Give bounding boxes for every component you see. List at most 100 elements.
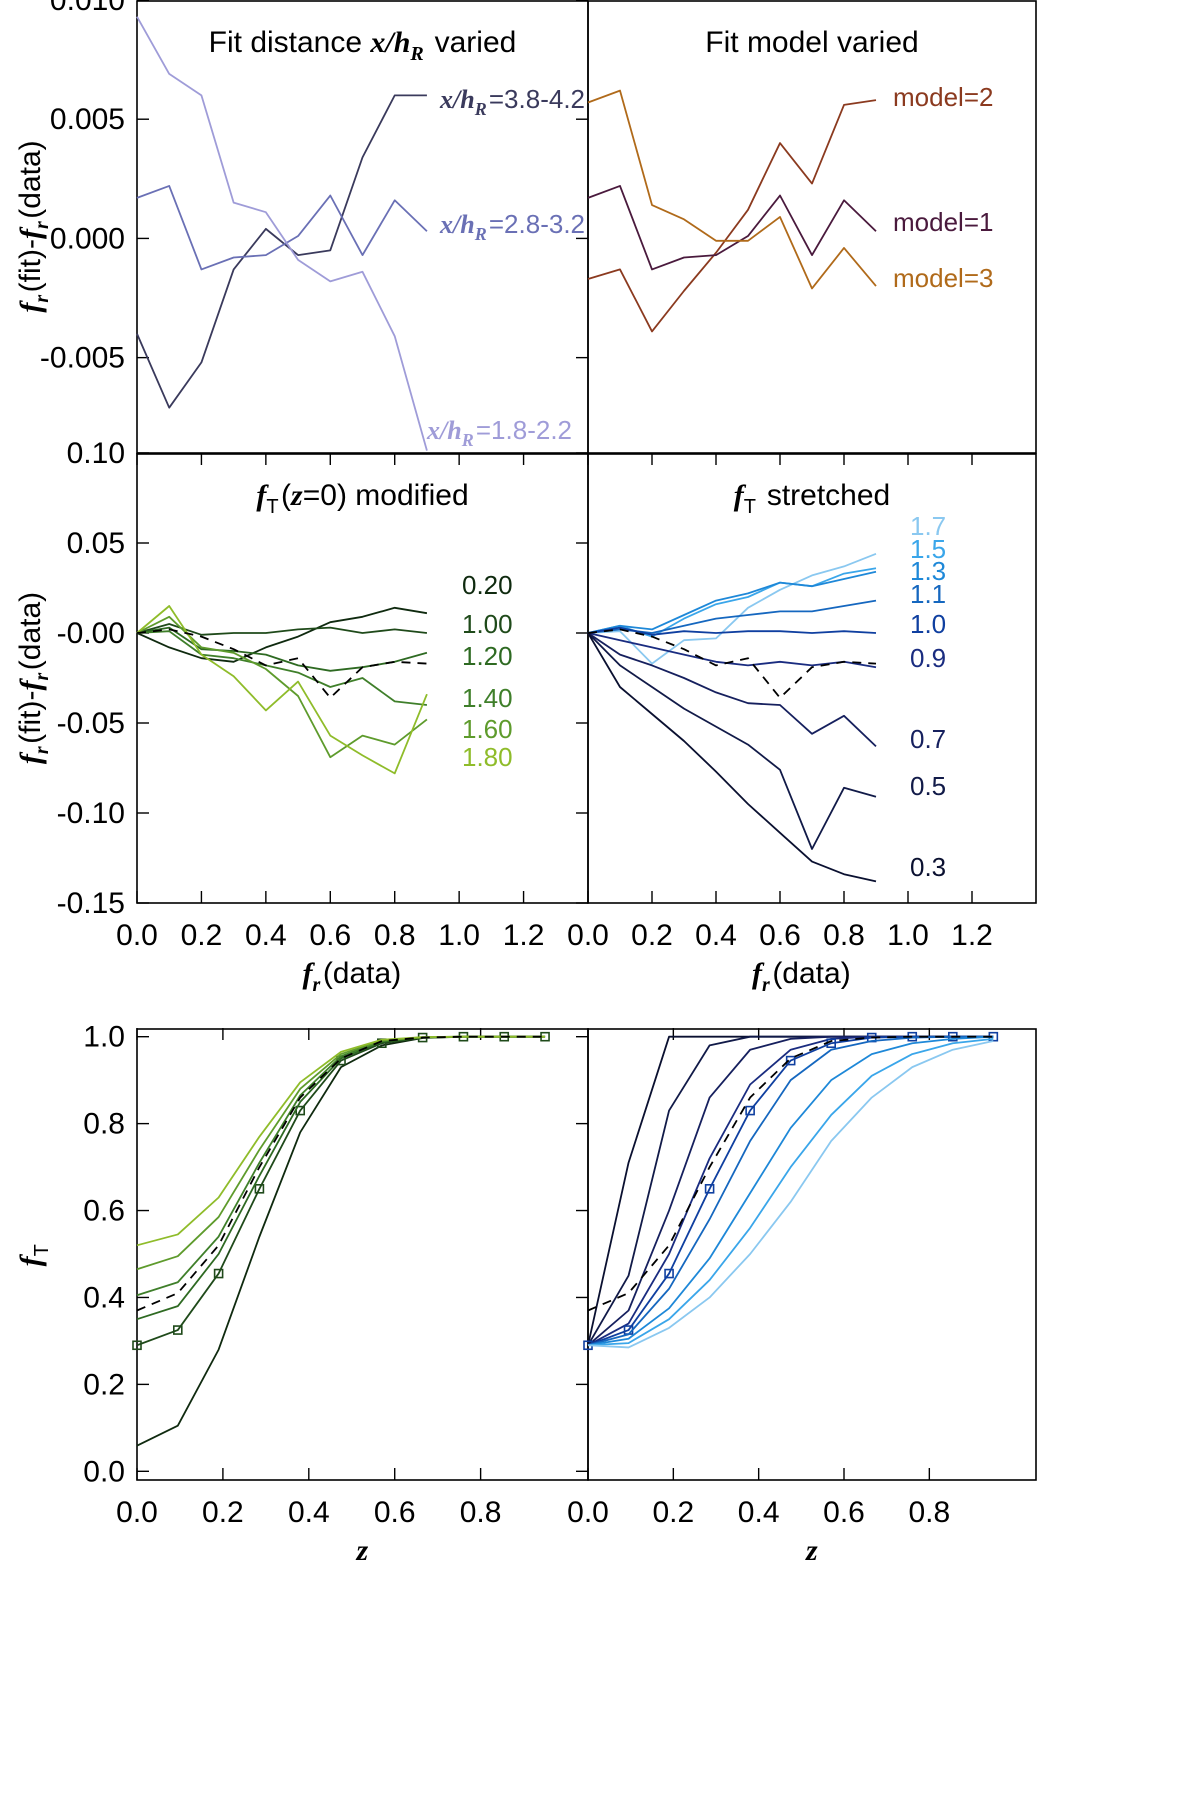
series-line-reference [136,1035,546,1312]
series-label: 0.3 [910,852,946,882]
series-label: 1.60 [462,714,513,744]
y-tick-label: -0.10 [57,797,125,830]
series-line-1.1 [587,599,877,634]
series-line-1.5 [587,1037,994,1347]
panel-title: fT stretched [734,479,890,518]
plot-frame [587,453,1037,904]
y-tick-label: 0.010 [50,0,125,17]
series-label: x/hR =3.8-4.2 [439,84,585,119]
series-line-reference [587,1035,994,1312]
panel-p3: 0.10 0.05 -0.00 -0.05 -0.10 -0.150.0 0.2 0.4 0.6… [14,437,589,996]
series-line-1.7 [587,552,877,665]
panel-p2: Fit model varied model=2 model=1 model=3 [587,0,1037,454]
x-tick-label: 0.8 [374,919,416,952]
x-tick-label: 0.6 [759,919,801,952]
panel-title: Fit model varied [705,26,918,59]
series-line-0.20 [136,1035,546,1447]
series-label: 0.5 [910,771,946,801]
series-line-1.00 [136,623,428,636]
x-tick-label: 1.0 [887,919,929,952]
series-line-1.60 [136,1035,546,1271]
panel-p5: 0.0 0.2 0.4 0.6 0.8 1.0 0.0 0.2 0.4 0.6 0.8 z fT [14,1021,589,1567]
series-line-model-2 [587,99,877,333]
y-tick-label: 0.10 [67,437,125,470]
x-tick-label: 0.8 [460,1496,502,1529]
series-label: 0.9 [910,643,946,673]
y-tick-label: 0.05 [67,527,125,560]
x-tick-label: 0.4 [288,1496,330,1529]
series-line-1.40 [136,1035,546,1297]
series-line-x-h-R-3.8-4.2 [136,94,427,409]
x-tick-label: 0.4 [738,1496,780,1529]
series-marker [132,1340,142,1351]
x-tick-label: 0.4 [245,919,287,952]
x-tick-label: 0.0 [567,919,609,952]
x-tick-label: 0.0 [567,1496,609,1529]
series-line-0.5 [587,1035,994,1346]
y-tick-label: 0.8 [83,1108,125,1141]
series-label: 1.00 [462,609,513,639]
series-label: x/hR =1.8-2.2 [426,415,572,450]
series-marker [745,1105,755,1116]
series-line-1.00 [136,1035,546,1347]
x-tick-label: 0.6 [309,919,351,952]
series-label: model=2 [893,82,993,112]
series-line-0.7 [587,632,877,748]
series-label: 1.20 [462,641,513,671]
y-tick-label: -0.005 [40,342,125,375]
x-tick-label: 0.8 [823,919,865,952]
series-line-1.3 [587,1035,994,1347]
series-label: 1.1 [910,579,946,609]
series-marker [664,1268,674,1279]
y-tick-label: 0.4 [83,1281,125,1314]
series-line-1.80 [136,605,428,775]
panel-title: fT (z=0) modified [256,479,468,518]
x-tick-label: 0.0 [116,1496,158,1529]
series-line-1.20 [136,1035,546,1321]
series-line-1.60 [136,615,428,759]
series-label: model=1 [893,207,993,237]
series-label: x/hR =2.8-3.2 [439,209,585,244]
panel-p1: 0.010 0.005 0.000 -0.005 fr (fit)-fr (data) F… [14,0,589,454]
series-label: 0.20 [462,570,513,600]
series-line-reference [136,628,427,699]
x-tick-label: 0.4 [695,919,737,952]
plot-frame [587,1028,1037,1481]
y-tick-label: 0.0 [83,1455,125,1488]
x-tick-label: 1.2 [951,919,993,952]
plot-frame [136,1028,589,1481]
series-marker [785,1055,796,1066]
series-label: 1.7 [910,511,946,541]
series-label: 1.80 [462,742,513,772]
series-line-1.3 [587,570,877,634]
series-marker [173,1325,183,1335]
series-marker [704,1184,715,1194]
x-tick-label: 0.8 [908,1496,950,1529]
series-line-model-1 [587,185,877,271]
x-tick-label: 0.0 [116,919,158,952]
y-tick-label: -0.15 [57,887,125,920]
x-axis-label: z [356,1534,369,1567]
series-line-reference [587,628,877,699]
series-label: model=3 [893,263,993,293]
y-axis-label: fT [14,1242,53,1267]
series-marker [254,1184,265,1194]
series-line-1.0 [587,626,877,636]
panel-p6: 0.0 0.2 0.4 0.6 0.8 z [567,1028,1037,1567]
series-label: 0.7 [910,724,946,754]
x-tick-label: 0.6 [374,1496,416,1529]
x-tick-label: 0.2 [652,1496,694,1529]
series-line-0.5 [587,632,877,850]
x-tick-label: 0.2 [631,919,673,952]
series-line-1.7 [587,1040,994,1349]
x-axis-label: fr (data) [303,957,402,996]
series-line-1.40 [136,630,428,706]
series-marker [213,1268,224,1279]
y-tick-label: 0.000 [50,222,125,255]
series-label: 1.0 [910,609,946,639]
series-line-1.20 [136,626,428,672]
y-tick-label: 0.005 [50,103,125,136]
y-tick-label: -0.00 [57,617,125,650]
series-label: 1.3 [910,556,946,586]
